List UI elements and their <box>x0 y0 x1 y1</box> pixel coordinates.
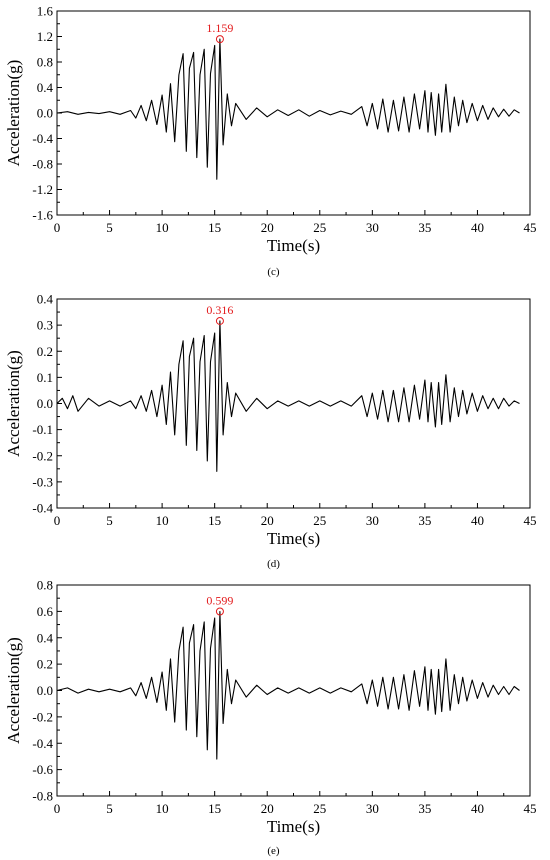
y-tick-label: -0.4 <box>32 131 53 146</box>
y-tick-label: 0.4 <box>37 292 54 307</box>
y-tick-label: 0.2 <box>37 657 53 672</box>
x-tick-label: 40 <box>471 801 484 816</box>
x-tick-label: 40 <box>471 513 484 528</box>
y-tick-label: 0.2 <box>37 344 53 359</box>
y-tick-label: 1.2 <box>37 29 53 44</box>
x-tick-label: 30 <box>366 801 379 816</box>
y-tick-label: -0.3 <box>32 474 53 489</box>
x-tick-label: 0 <box>54 801 61 816</box>
y-tick-label: -0.2 <box>32 448 53 463</box>
x-tick-label: 35 <box>418 801 431 816</box>
x-tick-label: 45 <box>524 801 537 816</box>
series-line-1 <box>56 320 520 472</box>
x-tick-label: 30 <box>366 513 379 528</box>
y-axis-label: Acceleration(g) <box>4 60 23 167</box>
x-tick-label: 20 <box>261 513 274 528</box>
y-tick-label: 0.0 <box>37 106 53 121</box>
y-tick-label: 0.8 <box>37 55 53 70</box>
x-tick-label: 10 <box>156 801 169 816</box>
y-tick-label: -1.2 <box>32 182 53 197</box>
y-tick-label: 0.1 <box>37 370 53 385</box>
y-tick-label: 0.6 <box>37 604 54 619</box>
y-tick-label: 1.6 <box>37 4 54 19</box>
y-tick-label: 0.3 <box>37 318 53 333</box>
x-tick-label: 10 <box>156 513 169 528</box>
x-axis-label: Time(s) <box>267 817 320 836</box>
chart-panel-1: 0 5 10 15 20 25 30 35 40 45 -1.6 -1.2 -0.8 -0.4 0.0 0.4… <box>4 4 537 279</box>
x-tick-label: 20 <box>261 801 274 816</box>
x-tick-label: 15 <box>208 220 221 235</box>
peak-label: 1.159 <box>206 21 233 35</box>
x-tick-label: 20 <box>261 220 274 235</box>
x-tick-label: 45 <box>524 220 537 235</box>
x-tick-label: 0 <box>54 513 61 528</box>
y-tick-label: -0.8 <box>32 789 53 804</box>
x-tick-label: 35 <box>418 513 431 528</box>
y-tick-label: -0.4 <box>32 501 53 516</box>
chart-panel-3: 0 5 10 15 20 25 30 35 40 45 -0.8 -0.6 -0.4 -0.2 0.0 0.2… <box>4 578 537 858</box>
y-axis-label: Acceleration(g) <box>4 350 23 457</box>
x-tick-label: 15 <box>208 801 221 816</box>
x-axis-label: Time(s) <box>267 236 320 255</box>
y-tick-label: -0.1 <box>32 422 53 437</box>
peak-marker <box>215 35 224 44</box>
x-tick-label: 5 <box>106 801 113 816</box>
peak-marker <box>215 607 224 616</box>
x-tick-label: 0 <box>54 220 61 235</box>
x-tick-label: 30 <box>366 220 379 235</box>
x-tick-label: 25 <box>313 220 326 235</box>
peak-label: 0.599 <box>206 594 233 608</box>
y-tick-label: 0.4 <box>37 630 54 645</box>
x-tick-label: 5 <box>106 513 113 528</box>
x-tick-label: 15 <box>208 513 221 528</box>
y-tick-label: -0.4 <box>32 736 53 751</box>
chart-panel-2: 0 5 10 15 20 25 30 35 40 45 -0.4 -0.3 -0.2 -0.1 0.0 0.1… <box>4 292 537 571</box>
peak-marker <box>215 316 224 325</box>
x-tick-label: 45 <box>524 513 537 528</box>
peak-label: 0.316 <box>206 303 233 317</box>
y-tick-label: -0.8 <box>32 157 53 172</box>
panel-label: (e) <box>267 845 280 857</box>
x-tick-label: 25 <box>313 801 326 816</box>
x-tick-label: 40 <box>471 220 484 235</box>
x-tick-label: 25 <box>313 513 326 528</box>
y-tick-label: -0.2 <box>32 709 53 724</box>
panel-label: (c) <box>267 266 280 278</box>
y-tick-label: 0.4 <box>37 80 54 95</box>
y-tick-label: -0.6 <box>32 762 53 777</box>
panel-label: (d) <box>267 558 280 570</box>
y-axis-label: Acceleration(g) <box>4 637 23 744</box>
x-tick-label: 5 <box>106 220 113 235</box>
y-tick-label: 0.8 <box>37 578 53 593</box>
x-axis-label: Time(s) <box>267 529 320 548</box>
x-tick-label: 35 <box>418 220 431 235</box>
x-tick-label: 10 <box>156 220 169 235</box>
series-line-1 <box>56 38 520 180</box>
series-line-1 <box>56 610 520 760</box>
y-tick-label: 0.0 <box>37 396 53 411</box>
y-tick-label: -1.6 <box>32 208 53 223</box>
y-tick-label: 0.0 <box>37 683 53 698</box>
